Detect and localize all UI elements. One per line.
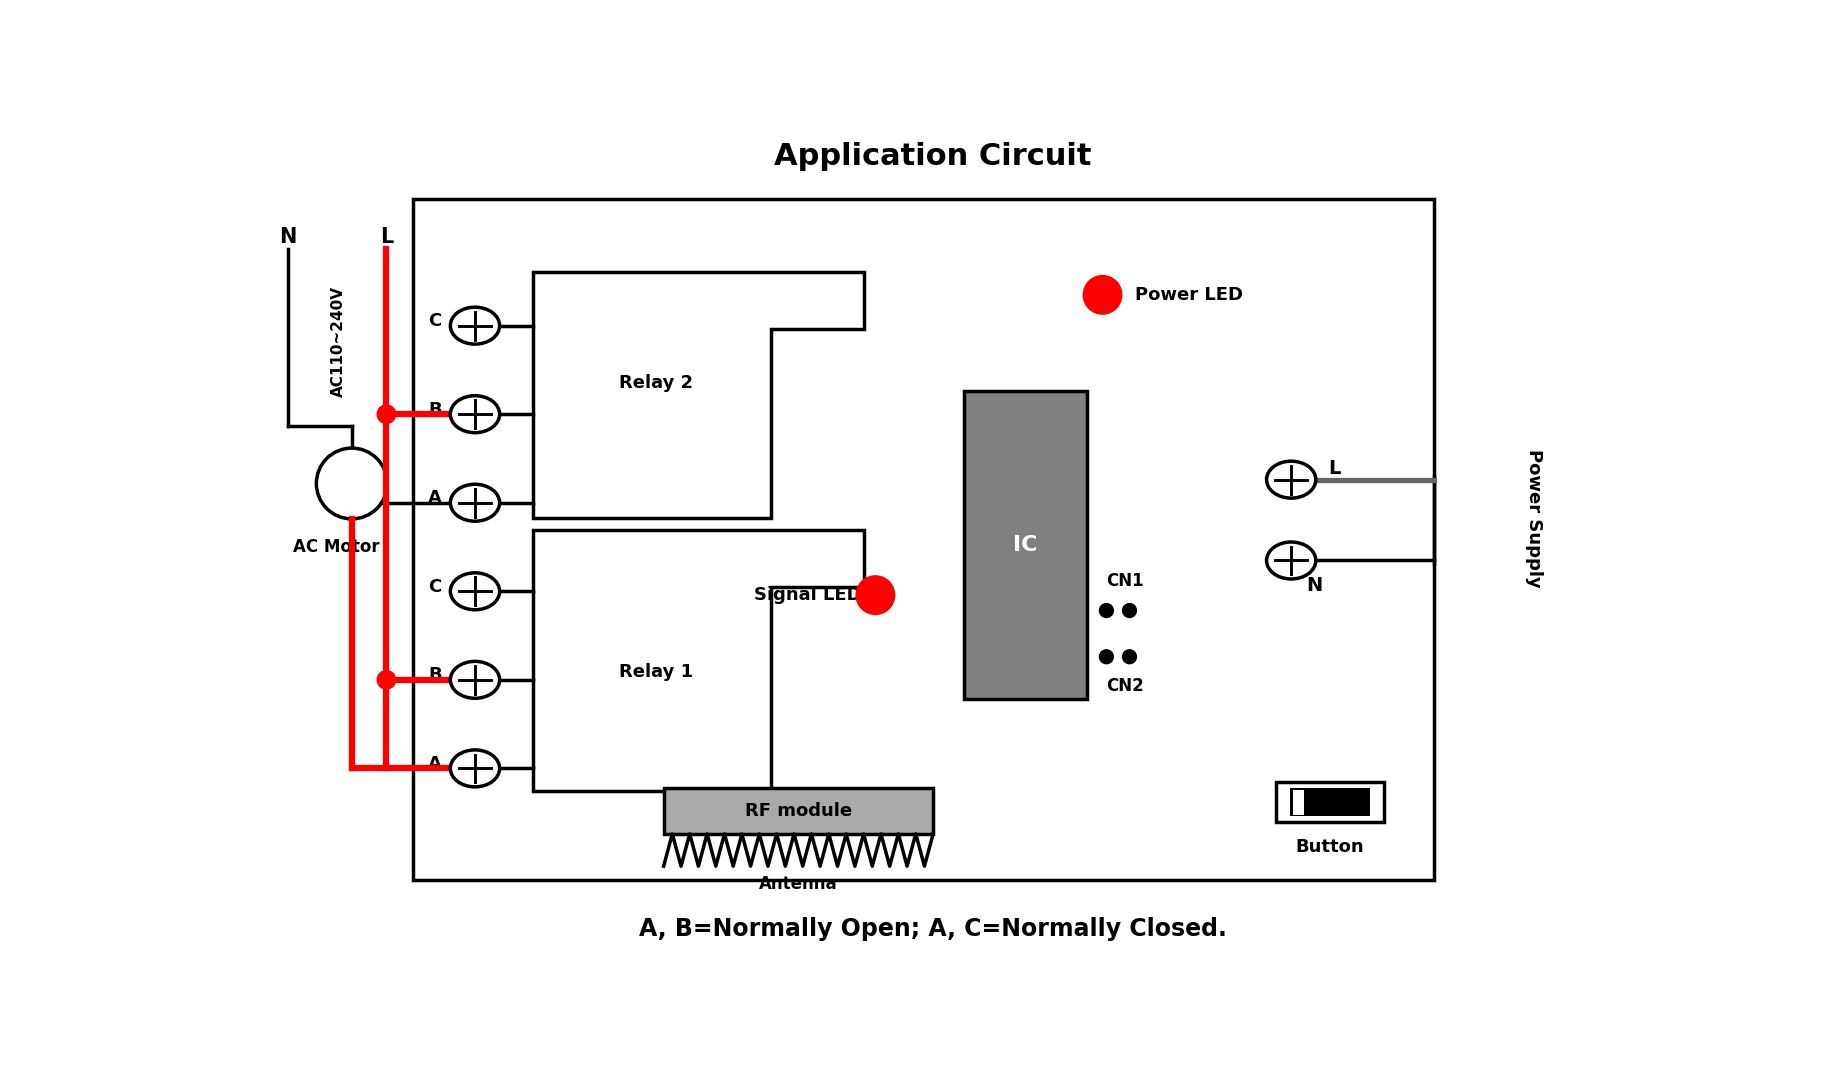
Bar <box>664 787 933 834</box>
Circle shape <box>1123 604 1136 618</box>
Text: C: C <box>428 577 441 595</box>
Text: Power Supply: Power Supply <box>1524 449 1542 588</box>
Text: N: N <box>1307 575 1323 594</box>
Bar <box>1276 782 1384 823</box>
Ellipse shape <box>1267 542 1316 579</box>
Text: Relay 1: Relay 1 <box>618 663 693 681</box>
Text: B: B <box>428 666 441 684</box>
Text: RF module: RF module <box>746 802 851 819</box>
Ellipse shape <box>450 395 500 433</box>
Ellipse shape <box>450 484 500 522</box>
Text: AC110~240V: AC110~240V <box>332 286 346 396</box>
Text: B: B <box>428 401 441 419</box>
Text: C: C <box>428 312 441 330</box>
Text: Antenna: Antenna <box>758 875 839 893</box>
Text: AC Motor: AC Motor <box>294 538 379 556</box>
Text: M: M <box>343 474 361 493</box>
Circle shape <box>1123 650 1136 664</box>
Text: CN2: CN2 <box>1107 677 1145 695</box>
Bar <box>414 198 1433 880</box>
Circle shape <box>1083 275 1121 314</box>
Circle shape <box>377 405 396 423</box>
Bar <box>1293 790 1303 815</box>
Text: L: L <box>379 227 394 247</box>
Text: A: A <box>428 489 441 508</box>
Bar <box>964 391 1087 699</box>
Circle shape <box>857 576 895 615</box>
Circle shape <box>317 448 386 519</box>
Ellipse shape <box>450 662 500 698</box>
Text: A: A <box>428 755 441 773</box>
Ellipse shape <box>1267 462 1316 498</box>
Text: N: N <box>279 227 297 247</box>
Text: CN1: CN1 <box>1107 572 1145 590</box>
Bar <box>1289 788 1369 816</box>
Ellipse shape <box>450 573 500 609</box>
Text: Button: Button <box>1296 838 1364 856</box>
Text: Power LED: Power LED <box>1136 286 1243 304</box>
Circle shape <box>1099 650 1114 664</box>
Text: Signal LED: Signal LED <box>755 586 862 604</box>
Text: Relay 2: Relay 2 <box>618 375 693 392</box>
Circle shape <box>377 670 396 689</box>
Text: Application Circuit: Application Circuit <box>775 141 1092 170</box>
Text: L: L <box>1329 458 1340 478</box>
Text: IC: IC <box>1014 536 1037 555</box>
Ellipse shape <box>450 750 500 787</box>
Ellipse shape <box>450 307 500 344</box>
Circle shape <box>1099 604 1114 618</box>
Text: A, B=Normally Open; A, C=Normally Closed.: A, B=Normally Open; A, C=Normally Closed… <box>640 917 1227 940</box>
